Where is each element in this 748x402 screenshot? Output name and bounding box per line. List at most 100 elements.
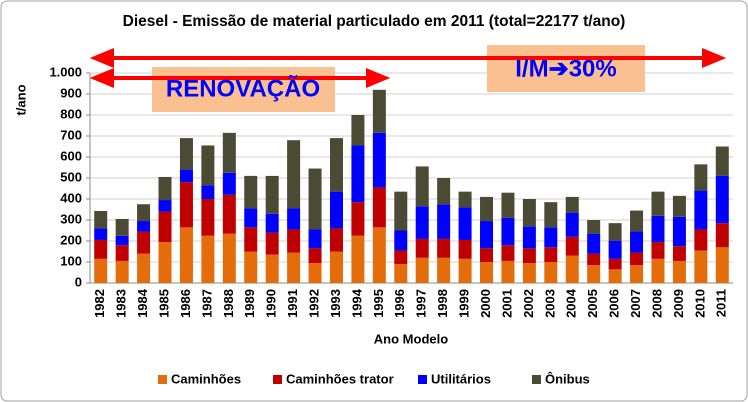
plot: 0 100 200 300 400 500 600 700 800 900 1.000 1982 198… [49, 64, 733, 318]
annotation: I/M➔30% [515, 55, 616, 82]
x-tick-label: 2010 [692, 289, 707, 318]
bar-segment [672, 260, 686, 283]
bar-segment [437, 204, 451, 239]
x-tick-label: 2011 [714, 289, 729, 317]
arrow-head [89, 48, 114, 68]
bar-segment [394, 191, 408, 231]
bar-segment [458, 239, 472, 259]
bar-segment [115, 218, 129, 236]
bar-segment [501, 217, 515, 246]
legend-label: Caminhões trator [286, 371, 394, 386]
bar-segment [437, 178, 451, 205]
bar-segment [651, 258, 665, 283]
x-tick-label: 2000 [478, 289, 493, 318]
bar-segment [329, 251, 343, 283]
bar-segment [630, 252, 644, 266]
y-tick-label: 600 [60, 148, 82, 163]
bar-segment [158, 200, 172, 212]
x-tick-label: 1985 [156, 289, 171, 318]
bar-segment [522, 199, 536, 227]
bar-segment [694, 250, 708, 283]
x-tick-label: 1984 [135, 288, 150, 318]
y-tick-label: 100 [60, 253, 82, 268]
bar-segment [587, 233, 601, 254]
bar-segment [115, 245, 129, 261]
y-tick-label: 1.000 [49, 64, 82, 79]
bar-segment [437, 257, 451, 283]
bar-segment [437, 238, 451, 258]
bar-segment [351, 235, 365, 283]
y-tick-label: 500 [60, 169, 82, 184]
bar-segment [608, 269, 622, 283]
y-tick-label: 800 [60, 106, 82, 121]
bar-segment [565, 236, 579, 256]
x-tick-label: 1988 [221, 289, 236, 318]
bar-segment [372, 187, 386, 228]
bar-segment [715, 146, 729, 176]
legend-label: Ônibus [545, 371, 590, 386]
bar-segment [608, 241, 622, 259]
bar-segment [137, 231, 151, 254]
bar-segment [222, 194, 236, 234]
legend-swatch [158, 375, 167, 384]
bar-segment [715, 247, 729, 283]
bar-segment [501, 192, 515, 218]
x-axis-label: Ano Modelo [374, 331, 448, 346]
bar-segment [329, 138, 343, 192]
bar-segment [651, 242, 665, 259]
bar-segment [244, 208, 258, 228]
bar-segment [179, 182, 193, 228]
bar-segment [201, 185, 215, 199]
bar-segment [115, 235, 129, 246]
bar-segment [587, 253, 601, 266]
bar-segment [694, 229, 708, 251]
bar-segment [265, 254, 279, 283]
bar-segment [179, 227, 193, 283]
bar-segment [201, 235, 215, 283]
bar-segment [522, 226, 536, 249]
y-tick-label: 0 [75, 274, 82, 289]
bar-segment [672, 195, 686, 217]
bar-segment [201, 199, 215, 236]
bar-segment [94, 239, 108, 259]
bar-segment [179, 169, 193, 183]
x-tick-label: 2007 [628, 289, 643, 318]
bar-segment [394, 250, 408, 265]
bar-segment [458, 207, 472, 240]
bar-segment [630, 210, 644, 232]
bar-segment [308, 263, 322, 283]
x-tick-label: 1997 [414, 289, 429, 318]
bar-segment [501, 245, 515, 261]
bar-segment [587, 265, 601, 283]
bar-segment [308, 248, 322, 264]
x-tick-label: 1992 [306, 289, 321, 318]
bar-segment [94, 228, 108, 240]
bar-segment [587, 220, 601, 234]
legend-label: Caminhões [171, 371, 241, 386]
arrows [89, 48, 727, 88]
bar-segment [501, 260, 515, 283]
bar-segment [480, 221, 494, 249]
bar-segment [308, 168, 322, 230]
bar-segment [522, 263, 536, 283]
x-tick-label: 2002 [521, 289, 536, 318]
bar-segment [544, 247, 558, 262]
bar-segment [480, 196, 494, 222]
bar-segment [351, 145, 365, 203]
bar-segment [265, 232, 279, 255]
annotation-box [152, 67, 335, 112]
y-tick-label: 300 [60, 211, 82, 226]
x-tick-label: 2005 [585, 289, 600, 318]
bar-segment [351, 202, 365, 236]
bar-segment [565, 196, 579, 213]
x-tick-label: 1995 [371, 289, 386, 318]
legend-label: Utilitários [431, 371, 491, 386]
y-tick-label: 400 [60, 190, 82, 205]
bar-segment [137, 253, 151, 283]
x-tick-label: 1998 [435, 289, 450, 318]
x-tick-label: 1991 [285, 289, 300, 318]
bar-segment [415, 206, 429, 239]
bar-segment [694, 164, 708, 191]
bar-segment [522, 248, 536, 264]
